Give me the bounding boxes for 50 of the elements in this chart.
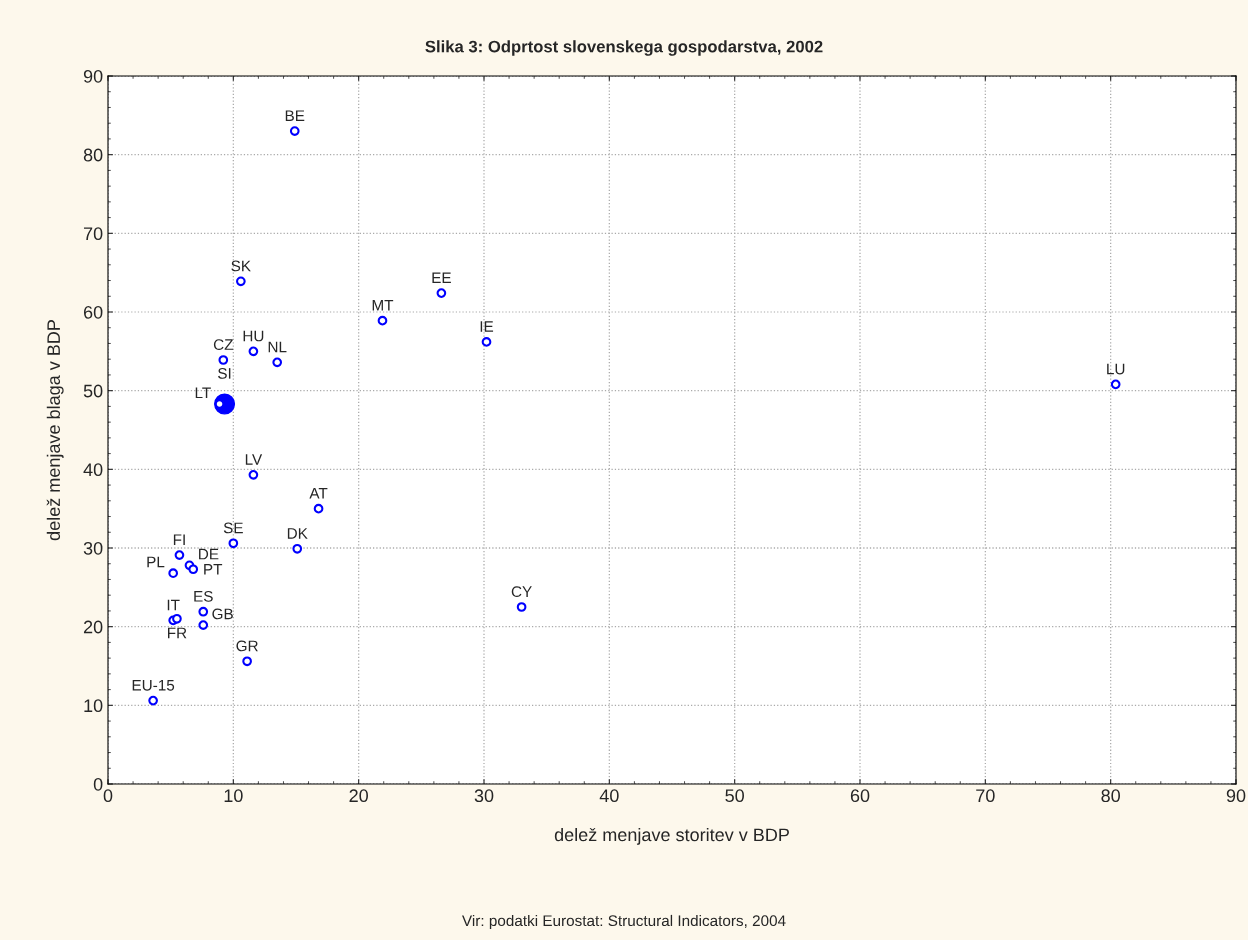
x-tick-label: 20 xyxy=(349,789,368,803)
y-tick-label: 40 xyxy=(83,463,103,477)
y-tick-label: 20 xyxy=(83,620,103,634)
y-tick-label: 80 xyxy=(83,148,103,162)
annotation: AT xyxy=(309,488,328,499)
x-tick-label: 80 xyxy=(1101,789,1120,803)
x-tick-label: 70 xyxy=(976,789,995,803)
annotation: SE xyxy=(223,522,243,534)
y-tick-label: 60 xyxy=(83,305,103,319)
x-tick-label: 0 xyxy=(103,789,113,803)
annotation: FR xyxy=(168,627,187,639)
annotation: DE xyxy=(199,548,219,560)
annotation: EU-15 xyxy=(132,679,175,691)
x-axis-title: delež menjave storitev v BDP xyxy=(554,827,789,845)
y-tick-label: 70 xyxy=(83,227,103,241)
annotation: PT xyxy=(204,564,223,575)
annotation: CZ xyxy=(213,339,234,351)
annotation: GB xyxy=(212,608,233,620)
x-tick-label: 10 xyxy=(224,789,243,803)
annotation: SI xyxy=(218,367,231,379)
x-tick-label: 60 xyxy=(850,789,870,803)
annotation: BE xyxy=(285,110,305,121)
annotation: IT xyxy=(167,599,180,611)
annotation: PL xyxy=(147,556,165,568)
y-tick-label: 90 xyxy=(83,69,103,83)
annotation: LV xyxy=(245,454,263,465)
annotation: CY xyxy=(511,586,532,598)
y-tick-label: 10 xyxy=(84,699,103,713)
text: Vir: podatki Eurostat: Structural Indicators, 2004 xyxy=(462,914,786,930)
y-tick-label: 0 xyxy=(93,777,103,791)
x-tick-label: 90 xyxy=(1226,789,1246,803)
annotation: LT xyxy=(195,387,211,399)
annotation: ES xyxy=(194,590,213,602)
y-tick-label: 30 xyxy=(83,541,103,555)
annotation: MT xyxy=(372,300,394,311)
annotation: SK xyxy=(231,260,251,272)
annotation: NL xyxy=(268,341,287,353)
annotation: DK xyxy=(287,528,308,539)
annotation: HU xyxy=(243,330,264,342)
annotation: EE xyxy=(432,272,451,284)
x-tick-label: 50 xyxy=(725,789,744,803)
annotation: IE xyxy=(480,321,494,332)
x-tick-label: 40 xyxy=(599,789,619,803)
y-tick-label: 50 xyxy=(83,384,103,398)
annotation: GR xyxy=(236,640,258,652)
chart-title: Slika 3: Odprtost slovenskega gospodarstva, 2002 xyxy=(425,40,823,56)
x-tick-label: 30 xyxy=(474,789,494,803)
y-axis-title: delež menjave blaga v BDP xyxy=(46,320,64,541)
annotation: LU xyxy=(1107,363,1125,375)
annotation: FI xyxy=(173,534,185,545)
